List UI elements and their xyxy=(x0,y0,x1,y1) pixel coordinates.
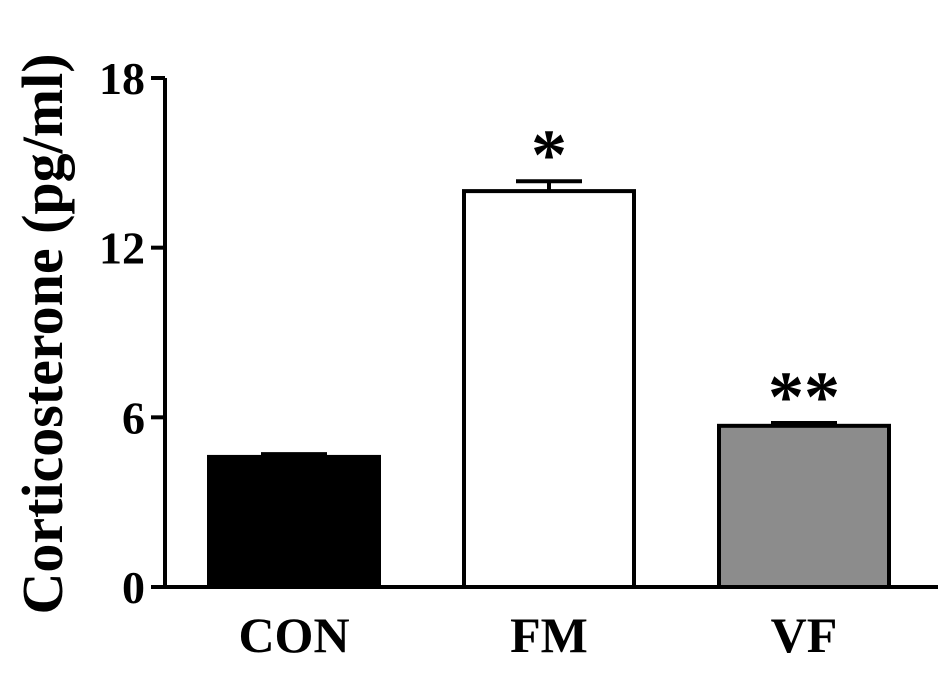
y-axis-title: Corticosterone (pg/ml) xyxy=(10,53,75,614)
y-ticks: 0 6 12 18 xyxy=(99,53,165,613)
bar-con xyxy=(207,454,381,589)
y-tick-label: 0 xyxy=(122,562,145,613)
y-tick-label: 18 xyxy=(99,53,145,104)
x-tick-label: VF xyxy=(771,607,838,663)
y-tick-label: 6 xyxy=(122,392,145,443)
significance-marker-fm: * xyxy=(531,115,567,195)
bar-fm xyxy=(462,189,636,589)
significance-marker-vf: ** xyxy=(768,357,840,437)
category-labels: CON FM VF xyxy=(238,607,837,663)
y-tick-label: 12 xyxy=(99,223,145,274)
bars-group: *** xyxy=(207,115,891,590)
x-tick-label: CON xyxy=(238,607,349,663)
x-tick-label: FM xyxy=(510,607,588,663)
bar-vf xyxy=(717,423,891,590)
